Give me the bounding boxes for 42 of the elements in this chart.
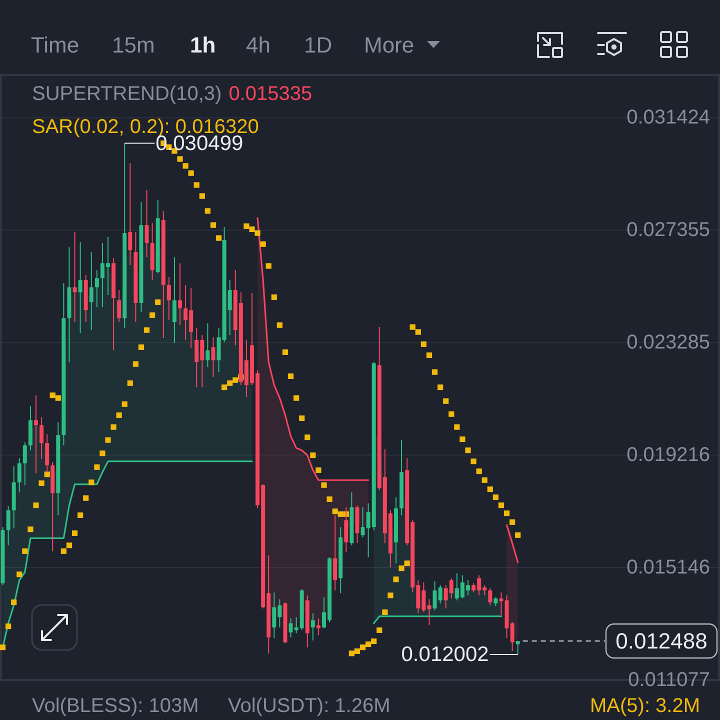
text: More bbox=[364, 32, 414, 58]
annotation: 0.015335 bbox=[228, 83, 312, 105]
candlestick bbox=[310, 612, 315, 641]
y-tick-label: 0.031424 bbox=[626, 106, 710, 129]
text: Time bbox=[31, 32, 80, 58]
text: 4h bbox=[246, 32, 270, 58]
candlestick bbox=[17, 458, 22, 493]
candlestick bbox=[172, 256, 176, 344]
candlestick bbox=[89, 252, 94, 331]
candlestick bbox=[211, 336, 216, 378]
candlestick bbox=[128, 162, 132, 266]
candlestick bbox=[78, 242, 82, 334]
candlestick bbox=[178, 262, 182, 326]
text: Vol(USDT): 1.26M bbox=[228, 695, 390, 717]
candlestick bbox=[206, 322, 210, 368]
candlestick bbox=[40, 416, 44, 460]
candlestick bbox=[488, 588, 492, 606]
text: Vol(BLESS): 103M bbox=[32, 695, 199, 717]
candlestick bbox=[94, 270, 99, 308]
candlestick bbox=[6, 506, 10, 546]
y-tick-label: 0.011077 bbox=[628, 669, 710, 691]
annotation: 0.012002 bbox=[401, 642, 489, 666]
candlestick bbox=[499, 592, 504, 616]
text: MA(5): 3.2M bbox=[590, 695, 700, 717]
candlestick bbox=[144, 189, 149, 258]
ref-line-label: 0.012488 bbox=[616, 628, 708, 654]
y-tick-label: 0.027355 bbox=[626, 219, 710, 242]
candlestick bbox=[34, 394, 38, 474]
candlestick bbox=[117, 289, 122, 323]
candlestick bbox=[316, 618, 320, 636]
candlestick bbox=[516, 640, 520, 655]
text: 1D bbox=[304, 32, 332, 58]
annotation: SUPERTREND(10,3) bbox=[32, 83, 222, 105]
y-tick-label: 0.019216 bbox=[626, 444, 710, 466]
text: 1h bbox=[190, 32, 216, 58]
candlestick bbox=[22, 442, 27, 486]
text: 15m bbox=[112, 32, 155, 58]
y-tick-label: 0.023285 bbox=[626, 332, 710, 354]
candlestick bbox=[166, 276, 171, 321]
candlestick bbox=[72, 231, 77, 323]
y-tick-label: 0.015146 bbox=[626, 556, 710, 579]
candlestick bbox=[333, 514, 338, 591]
